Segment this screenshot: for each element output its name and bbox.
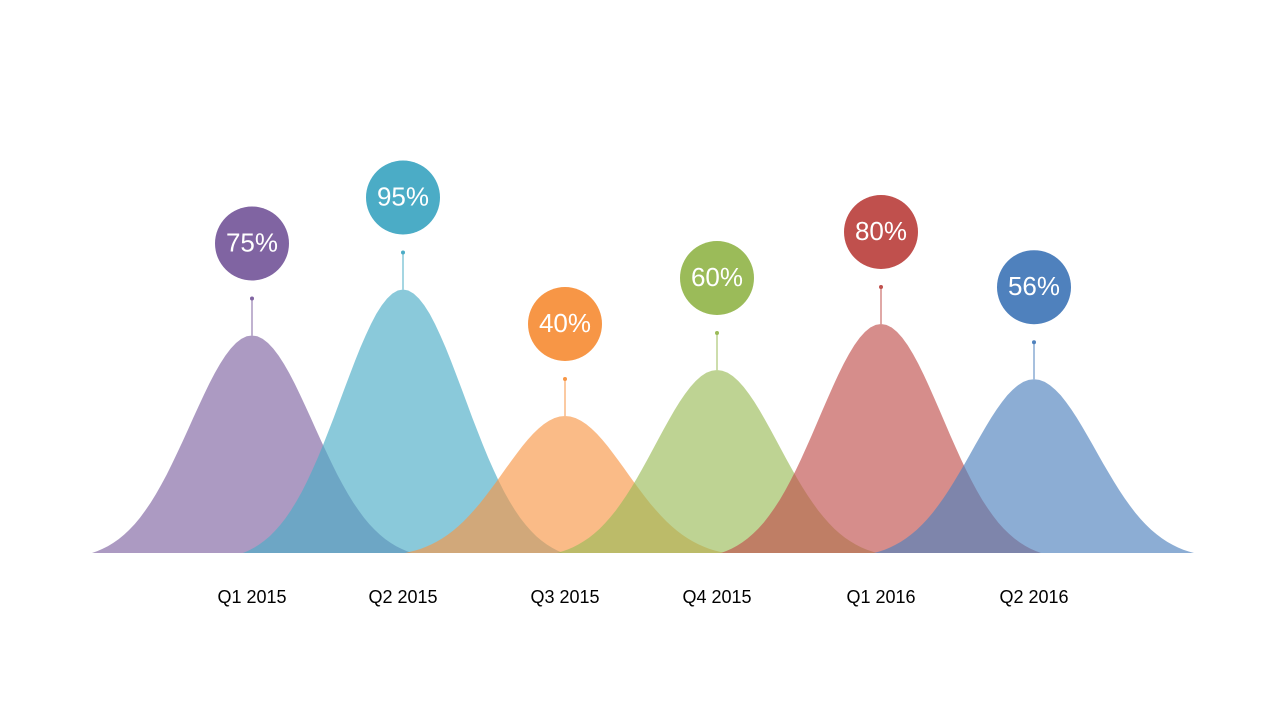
value-bubble xyxy=(844,195,918,269)
value-bubble xyxy=(528,287,602,361)
value-bubble xyxy=(680,241,754,315)
value-label: 75% xyxy=(226,227,278,257)
stem-dot xyxy=(715,331,719,335)
value-bubble xyxy=(997,250,1071,325)
category-label: Q1 2015 xyxy=(217,587,286,607)
value-bubble xyxy=(215,206,289,281)
stem-dot xyxy=(563,377,567,381)
category-label: Q4 2015 xyxy=(682,587,751,607)
value-label: 56% xyxy=(1008,271,1060,301)
value-label: 60% xyxy=(691,262,743,292)
stem-dot xyxy=(879,285,883,289)
stem-dot xyxy=(401,250,405,255)
stem-dot xyxy=(1032,340,1036,345)
category-label: Q2 2015 xyxy=(368,587,437,607)
markers: 75% Q1 2015 95% Q2 2015 40% Q3 2015 60% Q4 2015… xyxy=(215,160,1071,607)
stem-dot xyxy=(250,296,254,301)
value-label: 40% xyxy=(539,308,591,338)
bell xyxy=(874,379,1194,553)
value-label: 80% xyxy=(855,216,907,246)
category-label: Q2 2016 xyxy=(999,587,1068,607)
value-label: 95% xyxy=(377,181,429,211)
category-label: Q3 2015 xyxy=(530,587,599,607)
bells xyxy=(92,289,1194,553)
value-bubble xyxy=(366,160,440,235)
bell xyxy=(243,289,563,553)
category-label: Q1 2016 xyxy=(846,587,915,607)
